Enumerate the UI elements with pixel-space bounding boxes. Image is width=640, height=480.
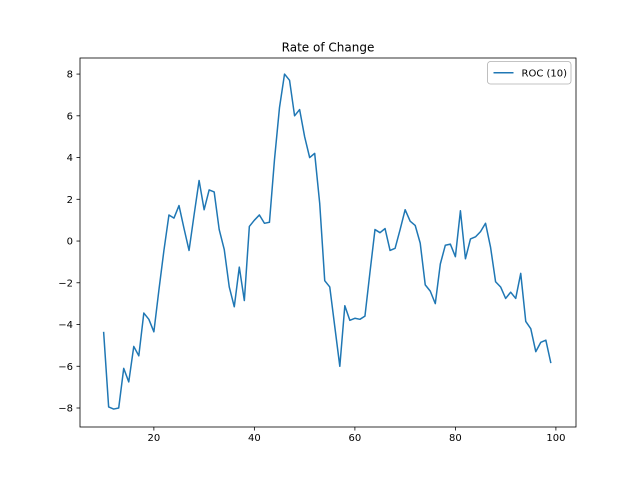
roc-line xyxy=(102,73,552,410)
y-tick-label: 8 xyxy=(67,70,73,81)
x-tick-label: 60 xyxy=(349,433,362,444)
y-tick-label: 4 xyxy=(67,153,73,164)
y-tick-label: 2 xyxy=(67,195,73,206)
chart-title: Rate of Change xyxy=(282,41,375,55)
legend: ROC (10) xyxy=(487,61,572,85)
y-tick-label: −4 xyxy=(58,320,73,331)
y-tick-label: −2 xyxy=(58,278,73,289)
axes-frame xyxy=(79,57,577,428)
data-series xyxy=(102,73,552,410)
x-tick-label: 40 xyxy=(248,433,261,444)
y-tick-label: 0 xyxy=(67,237,73,248)
x-tick-label: 20 xyxy=(148,433,161,444)
legend-box xyxy=(487,61,572,85)
y-tick-label: −6 xyxy=(58,362,73,373)
x-tick-label: 100 xyxy=(546,433,565,444)
y-tick-label: 6 xyxy=(67,111,73,122)
x-tick-label: 80 xyxy=(449,433,462,444)
legend-label: ROC (10) xyxy=(522,69,568,80)
y-tick-label: −8 xyxy=(58,404,73,415)
axis-tick-labels: 20 40 60 80 100 −8 −6 −4 −2 0 2 4 6 8 xyxy=(58,70,565,444)
axis-ticks xyxy=(76,73,557,431)
